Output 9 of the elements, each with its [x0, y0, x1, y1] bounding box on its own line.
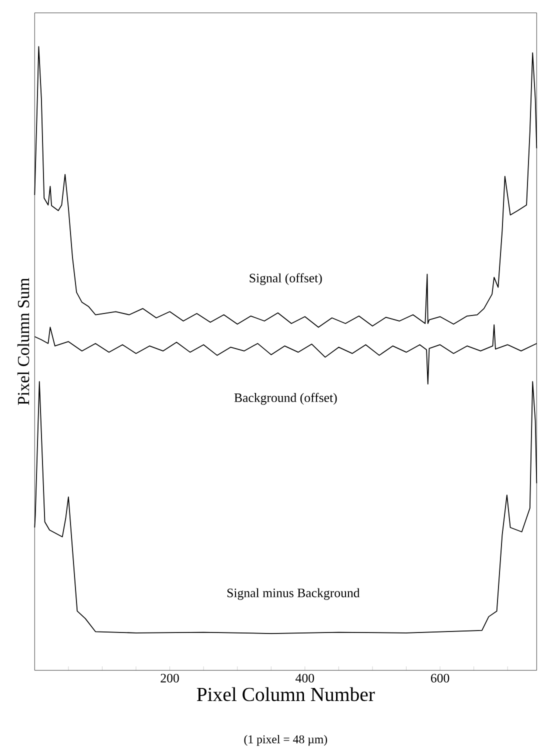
annotation: Signal minus Background: [228, 588, 360, 600]
y-axis-title: Pixel Column Sum: [18, 278, 30, 405]
annotation: Background (offset): [234, 392, 337, 405]
annotation: Signal (offset): [250, 273, 322, 286]
x-tick-label: 200: [160, 674, 180, 682]
text: (1 pixel = 48 µm): [244, 734, 328, 746]
x-tick-label: 400: [296, 674, 314, 682]
x-tick-label: 600: [431, 674, 450, 682]
x-axis-title: Pixel Column Number: [197, 687, 375, 702]
